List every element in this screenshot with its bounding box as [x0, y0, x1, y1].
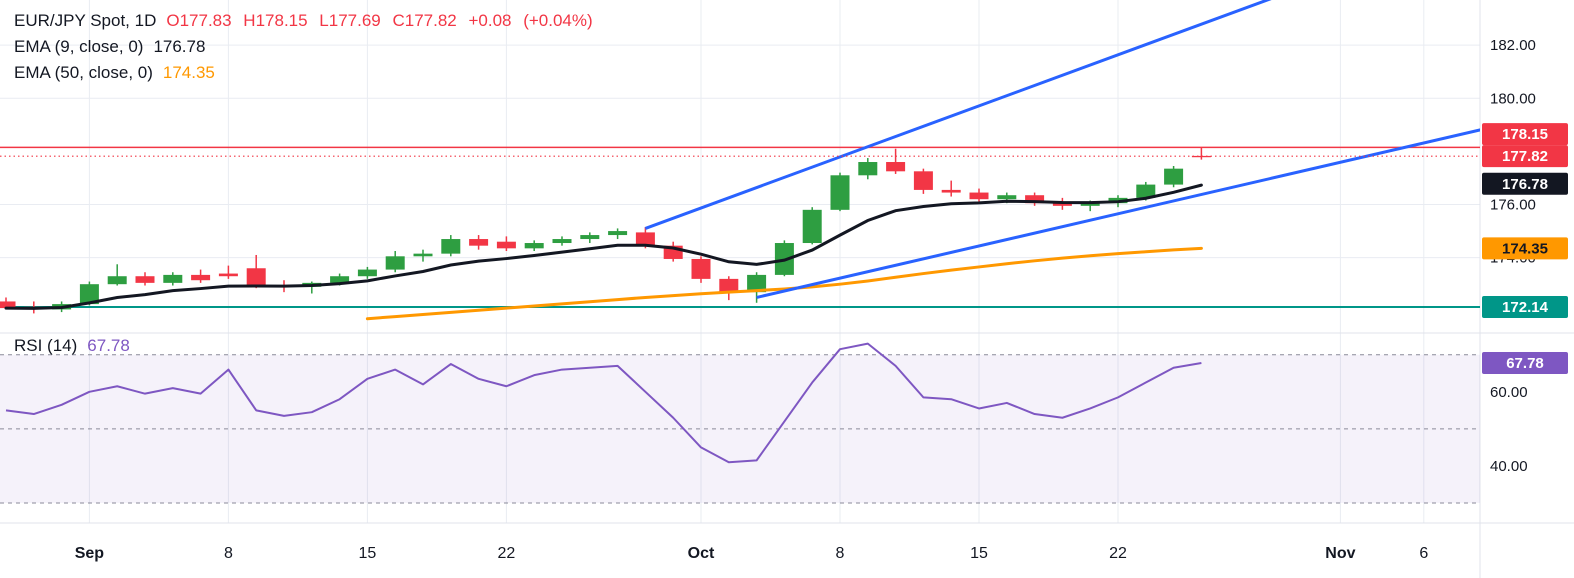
ohlc-values: O177.83 H178.15 L177.69 C177.82 +0.08 (+… [166, 11, 593, 30]
rsi-value: 67.78 [87, 336, 130, 355]
price-tick-label: 176.00 [1490, 197, 1536, 214]
rsi-legend[interactable]: RSI (14) 67.78 [14, 336, 130, 356]
time-tick-label: 22 [1109, 545, 1127, 562]
svg-text:174.35: 174.35 [1502, 240, 1548, 257]
price-badge-174.35: 174.35 [1482, 237, 1568, 260]
svg-text:178.15: 178.15 [1502, 126, 1548, 143]
ema9-legend[interactable]: EMA (9, close, 0) 176.78 [14, 34, 593, 60]
ema50-label: EMA (50, close, 0) [14, 63, 153, 82]
price-badge-176.78: 176.78 [1482, 172, 1568, 195]
price-tick-label: 180.00 [1490, 90, 1536, 107]
rsi-label: RSI (14) [14, 336, 78, 355]
price-badge-172.14: 172.14 [1482, 296, 1568, 319]
legend: EUR/JPY Spot, 1D O177.83 H178.15 L177.69… [14, 8, 593, 86]
time-tick-label: 15 [359, 545, 377, 562]
time-tick-label: 15 [970, 545, 988, 562]
price-badge-177.82: 177.82 [1482, 145, 1568, 168]
rsi-badge: 67.78 [1482, 351, 1568, 374]
price-tick-label: 182.00 [1490, 37, 1536, 54]
svg-text:67.78: 67.78 [1506, 355, 1544, 372]
symbol-legend[interactable]: EUR/JPY Spot, 1D O177.83 H178.15 L177.69… [14, 8, 593, 34]
time-tick-label: 6 [1419, 545, 1428, 562]
svg-text:172.14: 172.14 [1502, 299, 1549, 316]
ema9-value: 176.78 [153, 37, 206, 56]
rsi-tick-label: 60.00 [1490, 384, 1528, 401]
svg-text:176.78: 176.78 [1502, 176, 1548, 193]
ema50-legend[interactable]: EMA (50, close, 0) 174.35 [14, 60, 593, 86]
price-pane[interactable] [0, 0, 1485, 321]
time-tick-label: 22 [498, 545, 516, 562]
time-axis[interactable]: Sep 8 15 22 Oct 8 15 22 Nov 6 [75, 545, 1429, 562]
time-tick-label: Nov [1325, 545, 1355, 562]
rsi-tick-label: 40.00 [1490, 458, 1528, 475]
ema50-value: 174.35 [162, 63, 215, 82]
price-badge-178.15: 178.15 [1482, 123, 1568, 146]
time-tick-label: 8 [836, 545, 845, 562]
time-tick-label: 8 [224, 545, 233, 562]
svg-text:177.82: 177.82 [1502, 148, 1548, 165]
time-tick-label: Sep [75, 545, 105, 562]
ema9-label: EMA (9, close, 0) [14, 37, 144, 56]
price-axis[interactable]: 182.00180.00176.00174.0060.0040.00178.15… [1482, 37, 1568, 475]
time-tick-label: Oct [688, 545, 715, 562]
rsi-pane[interactable] [0, 342, 1480, 504]
symbol-title[interactable]: EUR/JPY Spot, 1D [14, 11, 157, 30]
